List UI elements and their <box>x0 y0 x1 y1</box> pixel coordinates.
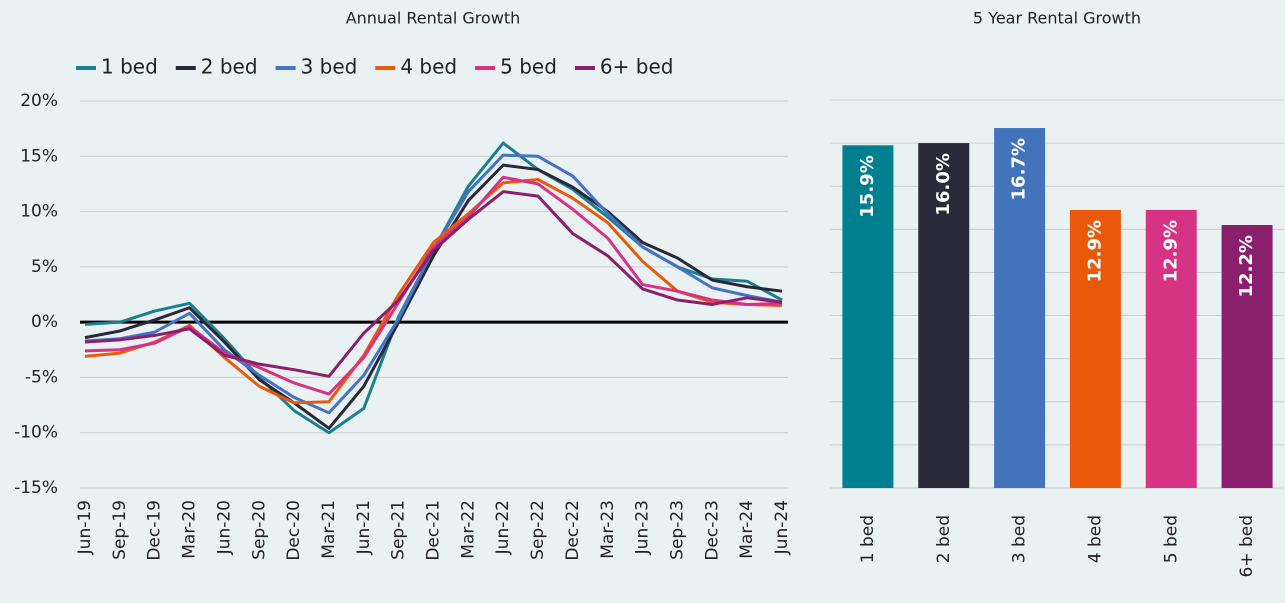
x-tick-label: Jun-21 <box>354 500 374 555</box>
x-tick-label: Mar-24 <box>737 500 757 559</box>
x-tick-label: Jun-19 <box>75 500 95 555</box>
x-tick-label: 2 bed <box>934 515 954 563</box>
bar <box>1069 209 1121 488</box>
bar <box>842 145 894 488</box>
value-label: 12.9% <box>1084 220 1105 282</box>
x-tick-label: Dec-22 <box>563 500 583 561</box>
series-line <box>84 163 783 430</box>
bar <box>1221 225 1273 488</box>
y-tick-label: -15% <box>14 478 58 498</box>
legend-label: 3 bed <box>301 55 358 79</box>
value-label: 12.2% <box>1236 235 1257 297</box>
bar <box>994 128 1046 488</box>
y-tick-label: -5% <box>25 367 58 387</box>
x-tick-label: Jun-23 <box>633 500 653 555</box>
x-tick-label: Mar-20 <box>180 500 200 559</box>
x-tick-label: Mar-23 <box>598 500 618 559</box>
x-tick-label: Sep-21 <box>389 500 409 560</box>
y-tick-label: 5% <box>31 257 58 277</box>
legend-label: 1 bed <box>101 55 158 79</box>
legend-label: 5 bed <box>500 55 557 79</box>
value-label: 16.7% <box>1009 138 1030 200</box>
series-line <box>84 175 783 396</box>
bar <box>918 143 970 488</box>
x-tick-label: Dec-21 <box>424 500 444 561</box>
x-tick-label: 5 bed <box>1161 515 1181 563</box>
x-tick-label: Sep-23 <box>667 500 687 560</box>
legend-label: 6+ bed <box>600 55 674 79</box>
x-tick-label: Jun-24 <box>772 500 792 555</box>
y-tick-label: 15% <box>20 146 58 166</box>
y-tick-label: -10% <box>14 423 58 443</box>
x-tick-label: Sep-22 <box>528 500 548 560</box>
x-tick-label: Dec-20 <box>284 500 304 561</box>
legend-label: 4 bed <box>400 55 457 79</box>
x-tick-label: Dec-23 <box>702 500 722 561</box>
x-tick-label: Sep-20 <box>249 500 269 560</box>
x-tick-label: 3 bed <box>1010 515 1030 563</box>
x-tick-label: 4 bed <box>1085 515 1105 563</box>
y-tick-label: 10% <box>20 202 58 222</box>
value-label: 16.0% <box>933 153 954 215</box>
x-tick-label: Mar-22 <box>458 500 478 559</box>
x-tick-label: Sep-19 <box>110 500 130 560</box>
legend-label: 2 bed <box>201 55 258 79</box>
series-line <box>84 190 783 378</box>
bar <box>1145 209 1197 488</box>
x-tick-label: 1 bed <box>858 515 878 563</box>
x-tick-label: Jun-22 <box>493 500 513 555</box>
x-tick-label: 6+ bed <box>1237 515 1257 578</box>
value-label: 12.9% <box>1160 220 1181 282</box>
chart-title: Annual Rental Growth <box>346 9 521 28</box>
chart-title: 5 Year Rental Growth <box>973 9 1141 28</box>
y-tick-label: 20% <box>20 91 58 111</box>
x-tick-label: Jun-20 <box>214 500 234 555</box>
value-label: 15.9% <box>857 155 878 217</box>
x-tick-label: Dec-19 <box>145 500 165 561</box>
x-tick-label: Mar-21 <box>319 500 339 559</box>
y-tick-label: 0% <box>31 312 58 332</box>
